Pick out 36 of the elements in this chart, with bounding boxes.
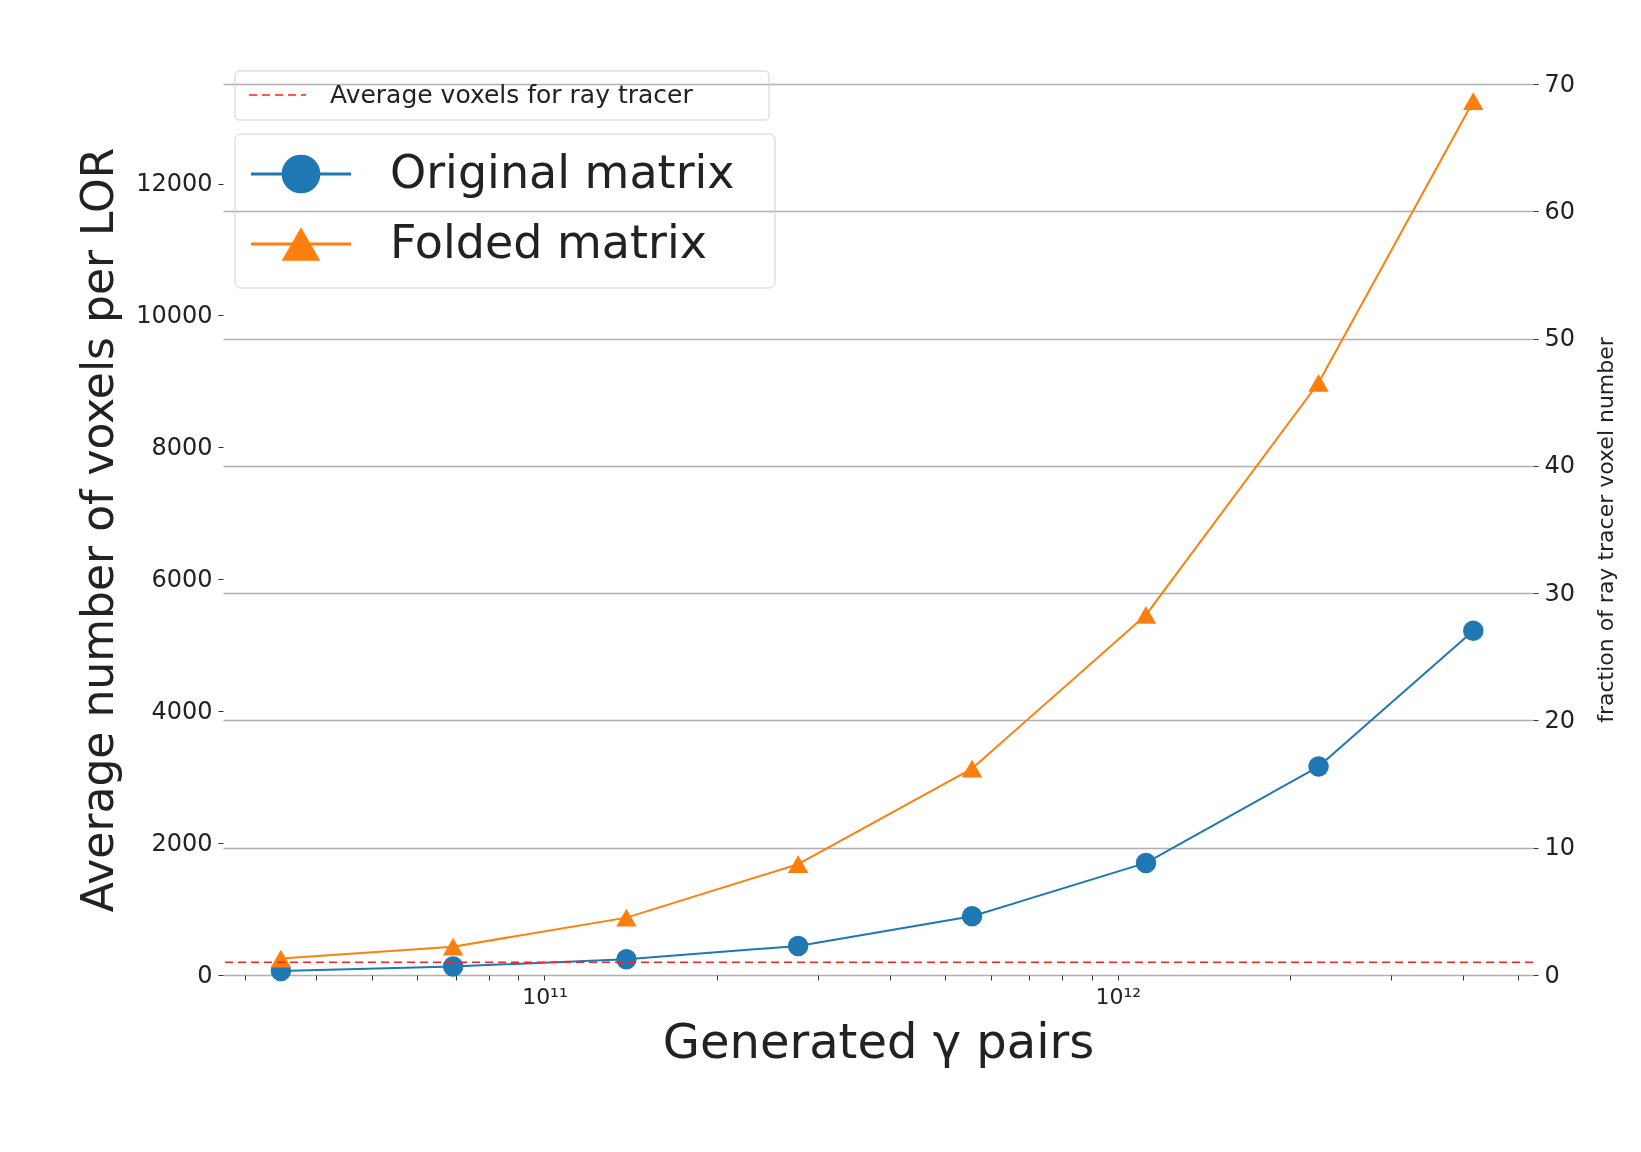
x-axis-title: Generated γ pairs bbox=[662, 1012, 1095, 1069]
y2-tick-label: 50 bbox=[1544, 324, 1576, 353]
y2-tick-label: 10 bbox=[1544, 833, 1576, 862]
y2-tick-label: 30 bbox=[1544, 578, 1576, 607]
y-tick-label: 8000 bbox=[151, 432, 213, 461]
y-tick-label: 12000 bbox=[136, 169, 213, 198]
y2-tick-label: 60 bbox=[1544, 196, 1576, 225]
x-tick-label: 10¹¹ bbox=[522, 983, 568, 1009]
y2-tick-label: 70 bbox=[1544, 69, 1576, 98]
y2-tick-label: 0 bbox=[1544, 960, 1560, 989]
point bbox=[961, 759, 983, 778]
point bbox=[616, 948, 637, 970]
point bbox=[442, 956, 464, 977]
y-tick-label: 10000 bbox=[136, 300, 213, 329]
y-tick-label: 6000 bbox=[151, 564, 213, 593]
point bbox=[1308, 373, 1329, 392]
y2-tick-label: 20 bbox=[1544, 705, 1576, 734]
point bbox=[961, 906, 983, 927]
y-axis-title: Average number of voxels per LOR bbox=[72, 147, 124, 913]
point bbox=[1308, 756, 1329, 777]
point bbox=[787, 855, 809, 874]
legend-label: Average voxels for ray tracer bbox=[330, 80, 694, 109]
y2-axis-title: fraction of ray tracer voxel number bbox=[1592, 336, 1618, 723]
y-tick-label: 4000 bbox=[151, 696, 213, 725]
point bbox=[442, 937, 464, 956]
y2-tick-label: 40 bbox=[1544, 451, 1576, 480]
y-tick-label: 0 bbox=[197, 960, 213, 989]
legend-label: Original matrix bbox=[390, 145, 735, 199]
y-tick-label: 2000 bbox=[151, 828, 213, 857]
point bbox=[270, 949, 292, 968]
legend-label: Folded matrix bbox=[390, 215, 708, 269]
point bbox=[1135, 852, 1157, 874]
point bbox=[1135, 606, 1157, 624]
point bbox=[787, 935, 809, 957]
x-tick-label: 10¹² bbox=[1095, 983, 1142, 1009]
point bbox=[616, 908, 637, 927]
